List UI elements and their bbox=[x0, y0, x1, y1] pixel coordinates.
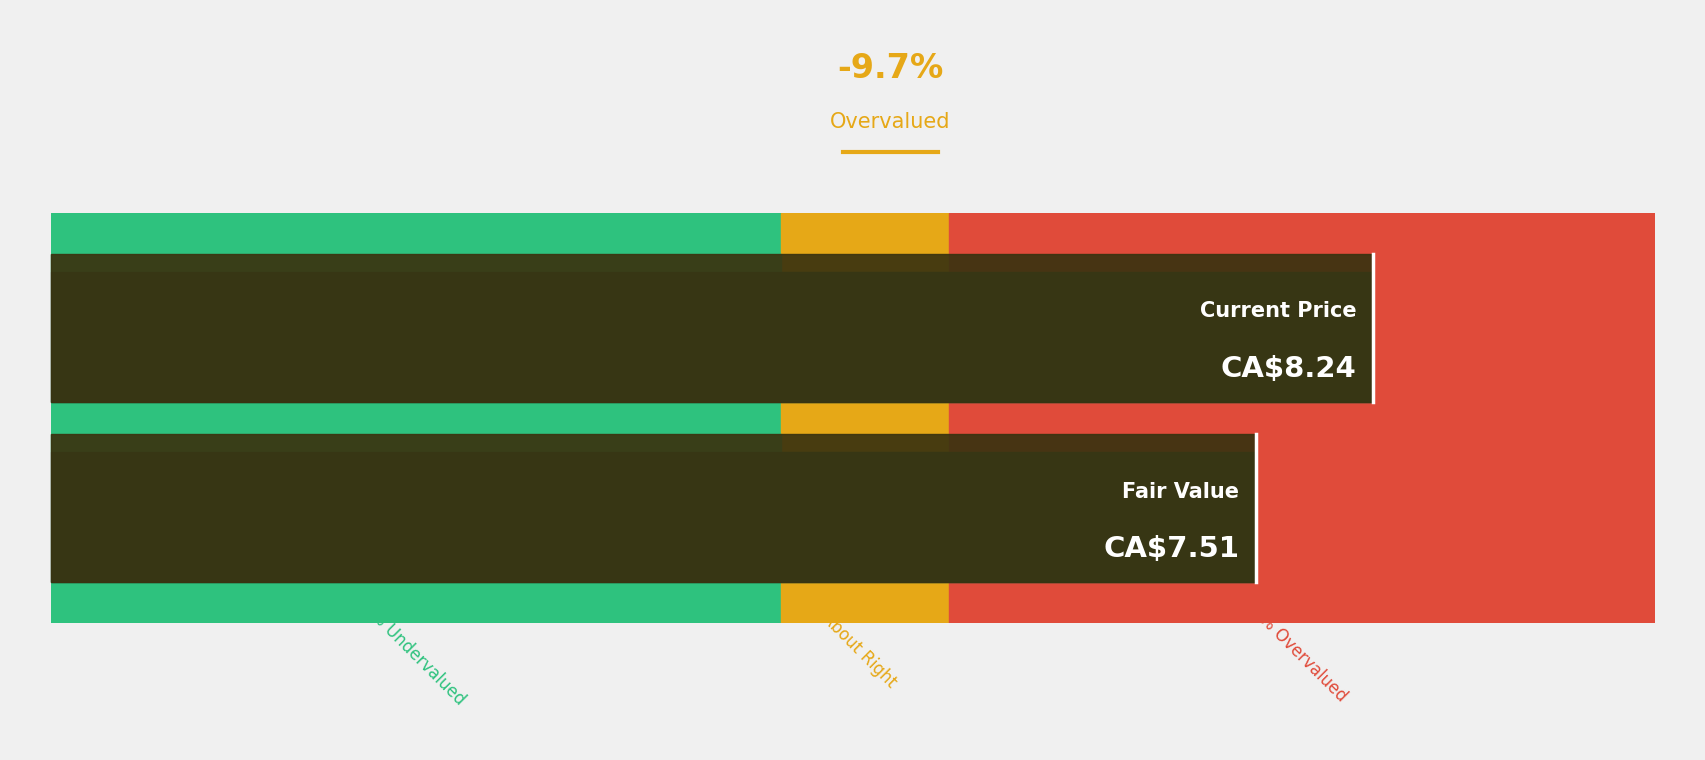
Text: Fair Value: Fair Value bbox=[1122, 482, 1240, 502]
Text: -9.7%: -9.7% bbox=[837, 52, 943, 85]
Text: CA$8.24: CA$8.24 bbox=[1221, 355, 1355, 383]
Bar bbox=[51, 213, 781, 623]
Text: Overvalued: Overvalued bbox=[830, 112, 950, 131]
Bar bbox=[948, 213, 1654, 623]
Bar bbox=[51, 271, 1373, 401]
Bar bbox=[51, 452, 1255, 582]
Bar bbox=[781, 213, 948, 623]
Bar bbox=[51, 254, 781, 271]
Text: Current Price: Current Price bbox=[1199, 301, 1355, 321]
Text: 20% Undervalued: 20% Undervalued bbox=[351, 591, 469, 709]
Text: 20% Overvalued: 20% Overvalued bbox=[1240, 595, 1350, 705]
Text: About Right: About Right bbox=[817, 609, 899, 691]
Bar bbox=[51, 254, 1373, 401]
Bar bbox=[51, 435, 781, 452]
Text: CA$7.51: CA$7.51 bbox=[1103, 535, 1240, 563]
Bar bbox=[51, 435, 1255, 582]
